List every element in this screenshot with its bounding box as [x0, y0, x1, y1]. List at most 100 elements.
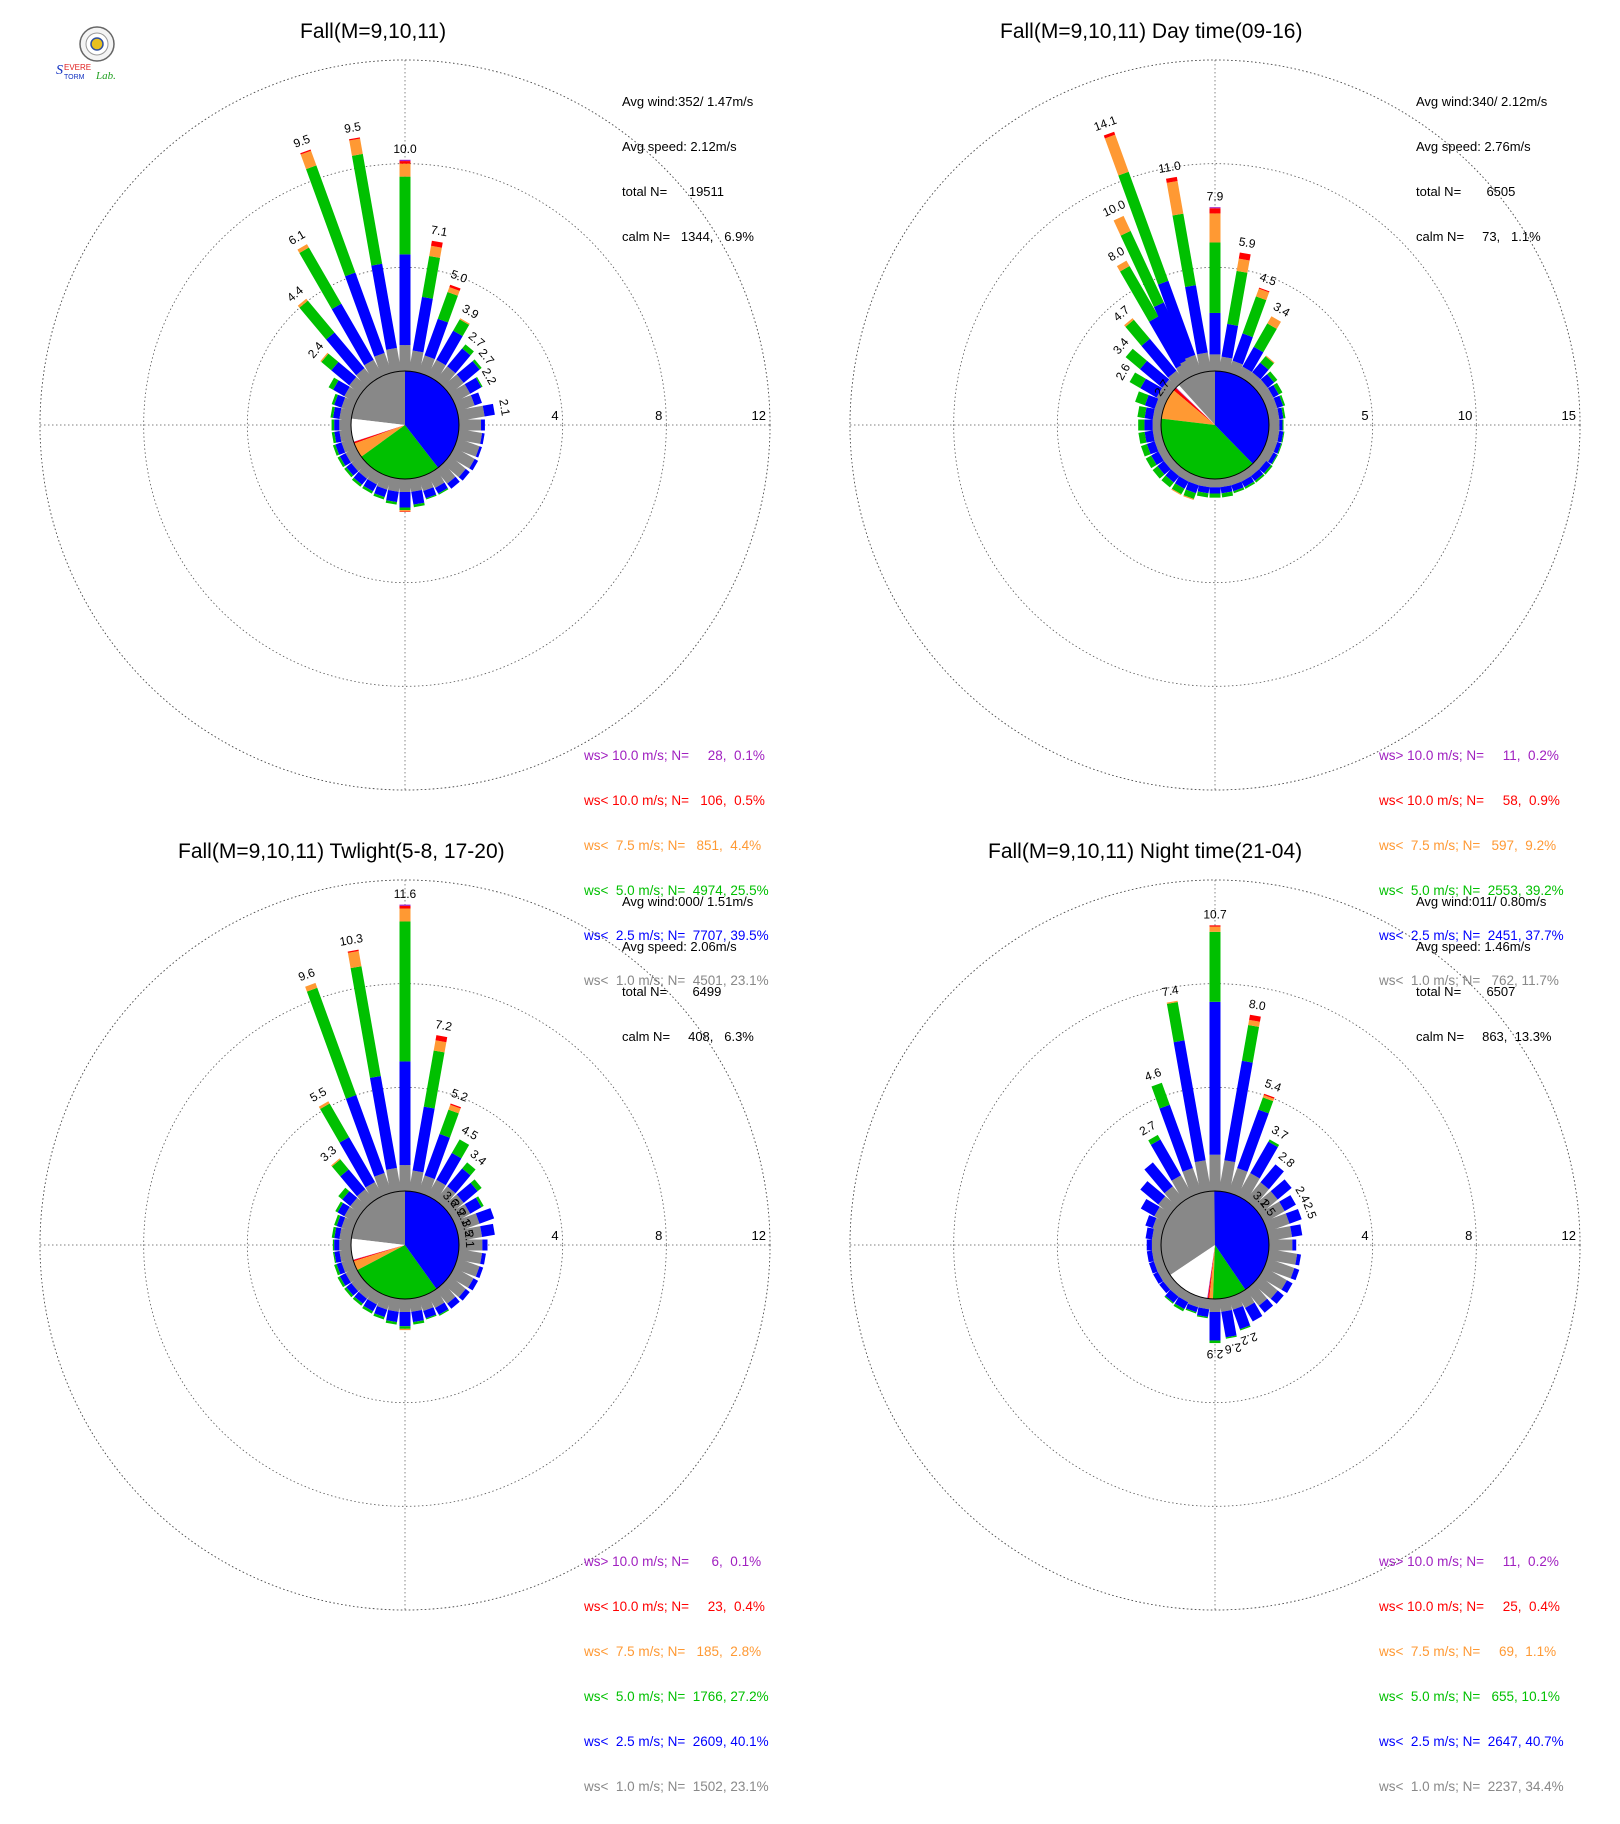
bar-segment-blue [1149, 316, 1186, 369]
bar-segment-green [320, 1103, 350, 1143]
bar-segment-gray [459, 1239, 483, 1251]
bar-segment-blue [1285, 1208, 1302, 1224]
pie-slice [1212, 1245, 1246, 1299]
bar-segment-gray [374, 352, 392, 377]
bar-segment-gray [453, 438, 480, 457]
bar-segment-green [331, 1226, 337, 1239]
bar-segment-blue [1292, 1239, 1297, 1251]
ring-label: 15 [1562, 408, 1576, 423]
wind-bar [457, 428, 485, 445]
bar-segment-blue [1242, 346, 1264, 373]
bar-segment-green [1273, 382, 1283, 395]
bar-segment-green [423, 1050, 445, 1109]
wind-bar [1218, 477, 1234, 498]
bar-segment-green [1209, 242, 1221, 313]
pie-slice [1215, 371, 1269, 464]
bar-segment-gray [1171, 1175, 1193, 1201]
wind-bar [320, 352, 368, 395]
bar-segment-blue [334, 430, 342, 443]
bar-segment-green [475, 377, 483, 388]
bar-segment-blue [464, 377, 482, 394]
bar-segment-purple [399, 904, 411, 906]
wind-bar [453, 1208, 495, 1232]
wind-bar [1209, 207, 1221, 371]
bar-segment-gray [408, 350, 424, 373]
bar-segment-blue [369, 1076, 397, 1170]
bar-value-label: 3.3 [317, 1143, 339, 1165]
bar-segment-blue [1220, 485, 1233, 494]
pie-slice [1170, 1245, 1215, 1299]
bar-segment-blue [464, 1197, 482, 1214]
bar-value-label: 4.4 [284, 283, 306, 305]
bar-segment-blue [1165, 469, 1180, 483]
bar-segment-green [385, 1320, 397, 1325]
bar-segment-blue [336, 1262, 346, 1275]
wind-bar [457, 1223, 495, 1242]
bar-segment-blue [456, 1182, 478, 1203]
svg-text:TORM: TORM [64, 74, 85, 81]
bar-segment-blue [1241, 476, 1255, 488]
bar-segment-gray [418, 355, 435, 377]
bar-value-label: 2.2 [1239, 1329, 1260, 1348]
bar-segment-green [1135, 391, 1149, 406]
pie-slice [1214, 1190, 1270, 1290]
bar-segment-green [462, 1162, 476, 1176]
pie-slice [351, 1191, 405, 1245]
bar-segment-blue [1145, 1227, 1154, 1240]
legend-entry: ws< 5.0 m/s; N= 655, 10.1% [1379, 1689, 1560, 1704]
bar-segment-blue [458, 1288, 470, 1301]
bar-segment-gray [339, 1248, 353, 1262]
wind-bar [408, 1035, 448, 1193]
bar-value-label: 9.6 [296, 965, 317, 984]
bar-segment-gray [427, 359, 446, 381]
wind-bar [1209, 479, 1221, 498]
bar-segment-blue [480, 1223, 495, 1237]
bar-segment-blue [1245, 1302, 1263, 1322]
bar-segment-gray [1151, 1228, 1163, 1242]
bar-segment-blue [1159, 1104, 1193, 1172]
legend-entry: ws< 5.0 m/s; N= 2553, 39.2% [1379, 883, 1564, 898]
bar-segment-red [431, 240, 443, 248]
bar-segment-gray [1152, 419, 1161, 431]
bar-segment-green [1242, 296, 1267, 338]
bar-segment-gray [350, 1197, 368, 1215]
bar-segment-green [1209, 1340, 1221, 1344]
ring-label: 10 [1458, 408, 1472, 423]
bar-segment-blue [412, 1106, 435, 1173]
wind-bar [1228, 1293, 1251, 1331]
grid-ring [246, 1086, 564, 1404]
bar-segment-gray [399, 1299, 411, 1312]
bar-segment-blue [336, 1215, 346, 1228]
bar-value-label: 3.4 [1271, 299, 1293, 320]
bar-segment-green [331, 419, 335, 431]
bar-segment-gray [339, 1239, 351, 1251]
wind-bar [449, 1267, 479, 1291]
legend: ws> 10.0 m/s; N= 28, 0.1% ws< 10.0 m/s; … [584, 718, 769, 1018]
bar-segment-gray [399, 1165, 411, 1191]
bar-value-label: 2.5 [1301, 1200, 1320, 1221]
bar-segment-blue [411, 489, 425, 505]
bar-segment-green [1254, 473, 1265, 483]
bar-segment-blue [339, 1273, 351, 1286]
stats-block: Avg wind:000/ 1.51m/s Avg speed: 2.06m/s… [622, 864, 754, 1074]
wind-bar [1145, 1215, 1167, 1232]
stats-calm-n: calm N= 73, 1.1% [1416, 229, 1541, 244]
bar-segment-red [399, 905, 411, 909]
bar-segment-green [362, 485, 374, 494]
pie-slice [1176, 384, 1215, 425]
bar-segment-blue [412, 296, 433, 353]
bar-segment-gray [442, 374, 464, 395]
bar-segment-gray [356, 368, 375, 388]
bar-segment-gray [339, 1228, 353, 1242]
bar-segment-green [1196, 1315, 1208, 1319]
pie-outline [1160, 1190, 1270, 1300]
bar-segment-blue [1270, 1179, 1292, 1200]
bar-segment-green [1253, 323, 1277, 353]
bar-segment-green [1137, 406, 1147, 419]
bar-segment-green [1281, 431, 1285, 443]
bar-segment-gray [1267, 428, 1280, 442]
bar-segment-red [1249, 1014, 1261, 1022]
bar-segment-gray [457, 1248, 483, 1264]
stats-total-n: total N= 6505 [1416, 184, 1516, 199]
bar-segment-gray [386, 1167, 402, 1193]
